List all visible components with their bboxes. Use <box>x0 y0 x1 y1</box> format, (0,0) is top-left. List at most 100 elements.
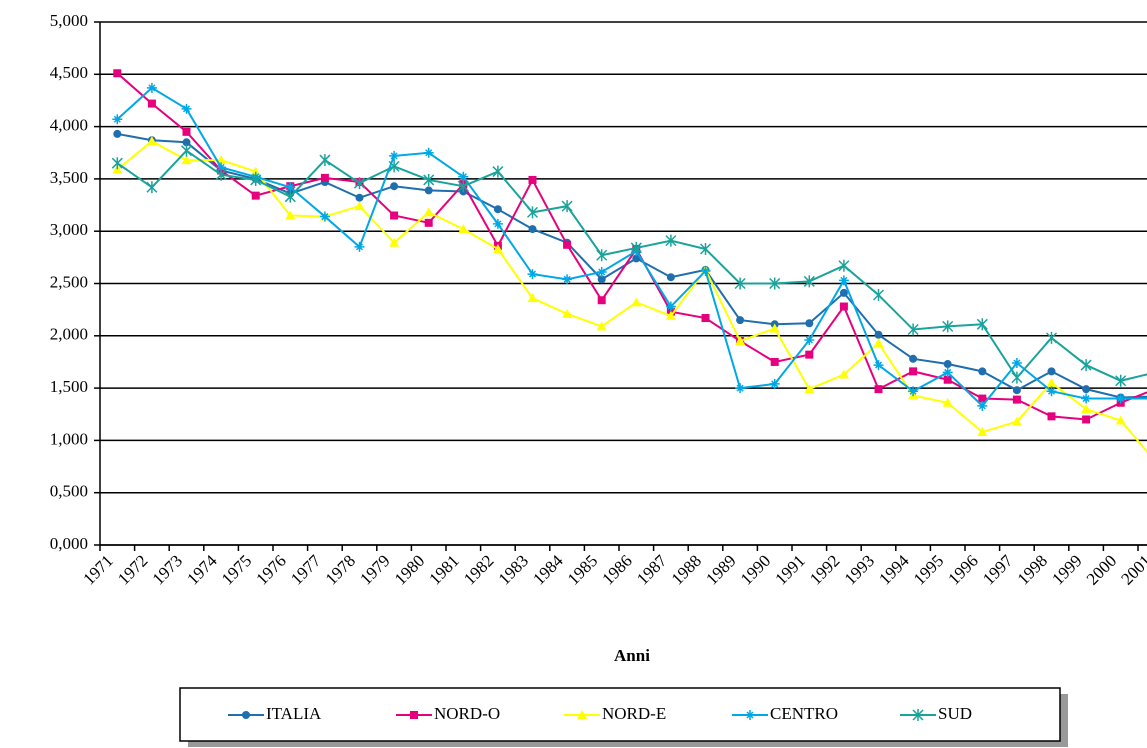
marker <box>805 350 814 359</box>
marker <box>701 314 710 323</box>
y-tick-label: 2,000 <box>50 325 88 344</box>
marker <box>1080 359 1092 372</box>
x-tick-label: 1973 <box>149 551 186 588</box>
marker <box>147 99 156 108</box>
marker <box>111 157 123 170</box>
marker <box>1082 385 1091 394</box>
marker <box>242 711 250 719</box>
marker <box>493 205 502 214</box>
marker <box>112 114 123 125</box>
marker <box>458 224 469 234</box>
marker <box>770 357 779 366</box>
marker <box>666 273 675 282</box>
marker <box>113 129 122 138</box>
marker <box>805 319 814 328</box>
x-tick-label: 1991 <box>771 551 808 588</box>
marker <box>873 360 884 371</box>
marker <box>1011 371 1023 384</box>
x-tick-label: 1985 <box>564 551 601 588</box>
marker <box>1045 331 1058 344</box>
x-tick-label: 1986 <box>598 551 635 588</box>
marker <box>909 354 918 363</box>
marker <box>1081 393 1092 404</box>
marker <box>874 385 883 394</box>
marker <box>839 302 848 311</box>
marker <box>354 201 365 211</box>
marker <box>182 138 191 147</box>
marker <box>1115 374 1127 387</box>
x-axis-title: Anni <box>614 646 650 665</box>
marker <box>458 171 469 182</box>
marker <box>250 173 262 186</box>
x-tick-label: 1972 <box>114 551 151 588</box>
marker <box>423 173 435 186</box>
marker <box>631 297 642 307</box>
marker <box>596 249 608 262</box>
y-tick-label: 3,000 <box>50 220 88 239</box>
marker <box>977 400 988 411</box>
marker <box>804 334 815 345</box>
marker <box>1115 393 1126 404</box>
marker <box>769 277 781 290</box>
marker <box>319 154 331 167</box>
marker <box>907 323 919 336</box>
marker <box>320 173 329 182</box>
marker <box>354 241 365 252</box>
marker <box>181 155 192 165</box>
marker <box>146 181 158 194</box>
x-tick-label: 1997 <box>979 551 1017 589</box>
x-tick-label: 1979 <box>356 551 393 588</box>
marker <box>388 160 400 173</box>
x-tick-label: 1996 <box>944 551 981 588</box>
marker <box>1011 357 1022 368</box>
marker <box>838 275 849 286</box>
y-tick-label: 5,000 <box>50 11 88 30</box>
x-tick-label: 1989 <box>702 551 739 588</box>
marker <box>597 275 606 284</box>
marker <box>526 206 539 219</box>
marker <box>745 710 755 720</box>
x-tick-label: 1976 <box>252 551 289 588</box>
marker <box>596 321 607 331</box>
marker <box>943 360 952 369</box>
series-line <box>116 86 1147 408</box>
x-tick-label: 1984 <box>529 551 567 589</box>
marker <box>390 211 399 220</box>
x-tick-label: 1977 <box>287 551 325 589</box>
y-tick-label: 0,500 <box>50 482 88 501</box>
marker <box>251 191 260 200</box>
x-tick-label: 2001 <box>1117 551 1147 588</box>
marker <box>735 383 746 394</box>
marker <box>942 320 954 333</box>
marker <box>942 367 953 378</box>
marker <box>978 394 987 403</box>
marker <box>943 375 952 384</box>
marker <box>492 243 503 253</box>
marker <box>423 147 434 158</box>
marker <box>492 218 503 229</box>
marker <box>410 711 418 719</box>
marker <box>908 386 919 397</box>
x-tick-label: 1987 <box>633 551 671 589</box>
marker <box>734 277 746 290</box>
marker <box>527 269 538 280</box>
marker <box>492 165 504 178</box>
marker <box>353 177 366 190</box>
marker <box>528 225 537 234</box>
marker <box>1046 377 1057 387</box>
marker <box>909 367 918 376</box>
legend-label: ITALIA <box>266 704 322 723</box>
marker <box>665 301 676 312</box>
marker <box>838 259 850 272</box>
marker <box>1047 412 1056 421</box>
x-tick-label: 1992 <box>806 551 843 588</box>
marker <box>146 136 157 146</box>
y-tick-label: 1,000 <box>50 429 88 448</box>
marker <box>528 175 537 184</box>
marker <box>1011 416 1022 426</box>
x-tick-label: 1990 <box>737 551 774 588</box>
y-tick-label: 2,500 <box>50 272 88 291</box>
marker <box>632 254 641 263</box>
x-tick-label: 1982 <box>460 551 497 588</box>
